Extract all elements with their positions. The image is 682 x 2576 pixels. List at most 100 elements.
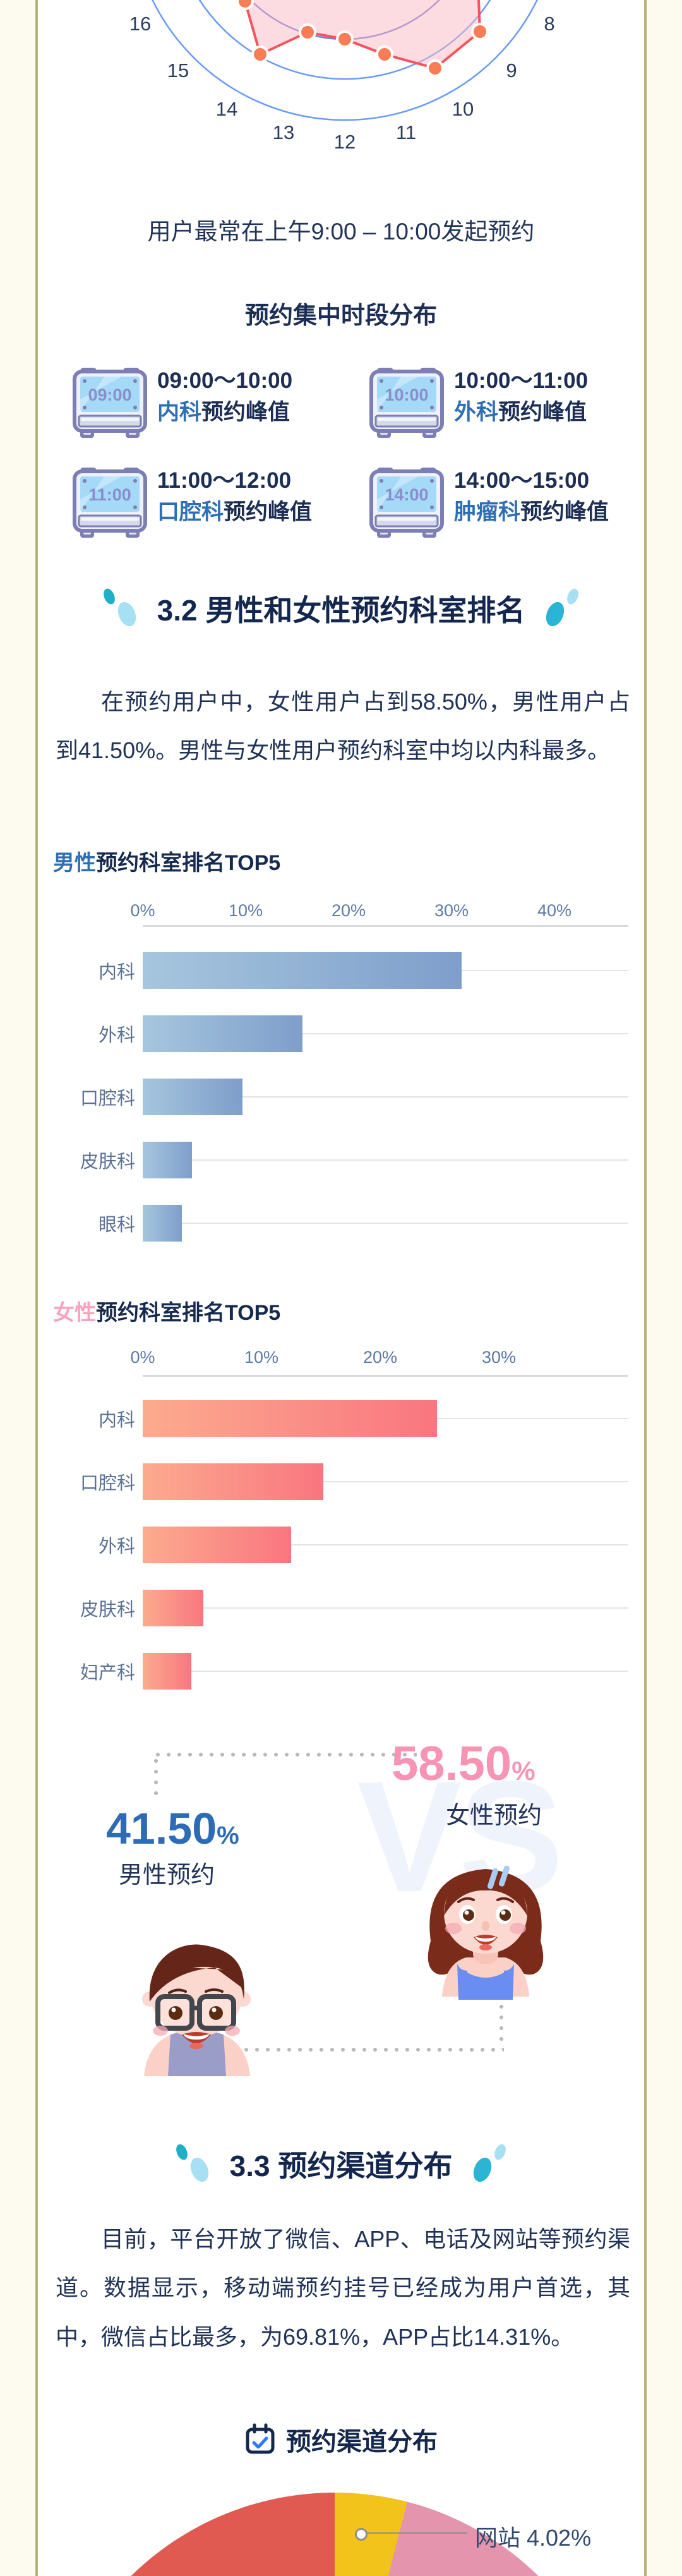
dotted-connector bbox=[222, 2047, 504, 2052]
svg-text:11:00: 11:00 bbox=[88, 485, 131, 504]
bar-category-label: 口腔科 bbox=[80, 1473, 135, 1494]
gridline bbox=[143, 1223, 628, 1224]
bar bbox=[143, 1079, 242, 1115]
bar-track bbox=[143, 1450, 628, 1513]
radar-ring bbox=[152, 0, 538, 121]
peak-dept-line: 外科预约峰值 bbox=[454, 400, 587, 425]
peak-card-zhongliuke: 14:00 14:00～15:00 肿瘤科预约峰值 bbox=[369, 464, 635, 543]
bar-category-label: 外科 bbox=[98, 1025, 135, 1046]
bar-track bbox=[143, 1002, 628, 1065]
bar bbox=[143, 1590, 203, 1626]
leaf-decoration-icon bbox=[103, 588, 136, 627]
bar-row: 口腔科 bbox=[51, 1450, 628, 1513]
alarm-clock-icon: 11:00 bbox=[73, 468, 147, 538]
radar-data-point bbox=[376, 45, 393, 63]
peak-card-waike: 10:00 10:00～11:00 外科预约峰值 bbox=[369, 364, 635, 443]
peak-range: 10:00～11:00 bbox=[454, 368, 589, 393]
alarm-clock-icon: 10:00 bbox=[369, 368, 444, 438]
male-chart-axis-line bbox=[143, 925, 628, 927]
axis-tick-label: 30% bbox=[481, 1348, 517, 1367]
clock-radar-chart: 16 15 14 13 12 11 10 9 8 bbox=[0, 0, 682, 196]
radar-data-point bbox=[236, 0, 254, 10]
leaf-decoration-icon bbox=[546, 588, 579, 627]
bar-category-label: 内科 bbox=[98, 1410, 135, 1430]
alarm-clock-icon: 14:00 bbox=[369, 468, 444, 538]
male-chart-subtitle: 男性预约科室排名TOP5 bbox=[53, 851, 281, 875]
gridline bbox=[143, 1481, 628, 1482]
radar-hour-label: 8 bbox=[544, 13, 554, 35]
radar-caption: 用户最常在上午9:00 – 10:00发起预约 bbox=[147, 219, 535, 245]
bar-category-label: 皮肤科 bbox=[80, 1152, 135, 1172]
leaf-decoration-icon bbox=[474, 2144, 506, 2182]
svg-text:10:00: 10:00 bbox=[385, 385, 428, 404]
section-32-title-row: 3.2 男性和女性预约科室排名 bbox=[38, 586, 644, 631]
pie-callout-line bbox=[366, 2532, 467, 2534]
dotted-connector bbox=[499, 2004, 504, 2048]
female-chart-axis-line bbox=[143, 1375, 628, 1377]
axis-tick-label: 40% bbox=[537, 901, 572, 920]
peak-range: 11:00～12:00 bbox=[157, 468, 292, 493]
radar-data-point bbox=[426, 59, 444, 77]
bar-track bbox=[143, 1128, 628, 1192]
section-33-title: 3.3 预约渠道分布 bbox=[229, 2150, 453, 2182]
gridline bbox=[143, 1607, 628, 1609]
axis-tick-label: 20% bbox=[331, 901, 366, 920]
page-left-margin bbox=[0, 0, 38, 2576]
radar-data-point bbox=[299, 23, 316, 41]
axis-tick-label: 10% bbox=[228, 901, 263, 920]
peak-dept-line: 肿瘤科预约峰值 bbox=[454, 500, 609, 524]
female-chart-bars: 内科口腔科外科皮肤科妇产科 bbox=[51, 1387, 628, 1703]
bar-track bbox=[143, 939, 628, 1002]
bar-category-label: 眼科 bbox=[98, 1215, 135, 1235]
svg-text:09:00: 09:00 bbox=[88, 385, 131, 404]
dotted-connector bbox=[155, 1752, 417, 1757]
axis-tick-label: 0% bbox=[130, 1348, 155, 1367]
bar-category-label: 妇产科 bbox=[80, 1663, 135, 1683]
bar-category-label: 口腔科 bbox=[80, 1089, 135, 1109]
gridline bbox=[143, 1671, 628, 1672]
female-stat-label: 女性预约 bbox=[446, 1803, 542, 1829]
pie-callout-label: 网站 4.02% bbox=[475, 2525, 592, 2551]
male-stat-value: 41.50% bbox=[106, 1804, 239, 1853]
radar-hour-label: 16 bbox=[129, 13, 151, 35]
pie-chart-title: 预约渠道分布 bbox=[286, 2428, 438, 2456]
radar-area bbox=[244, 0, 480, 68]
bar-row: 外科 bbox=[51, 1513, 628, 1576]
peak-range: 09:00～10:00 bbox=[157, 368, 293, 393]
peak-heading: 预约集中时段分布 bbox=[244, 303, 437, 329]
radar-data-point bbox=[251, 45, 269, 63]
bar-track bbox=[143, 1576, 628, 1640]
bar-row: 皮肤科 bbox=[51, 1576, 628, 1640]
male-stat-label: 男性预约 bbox=[119, 1862, 215, 1889]
alarm-clock-icon: 09:00 bbox=[73, 368, 147, 438]
radar-hour-label: 9 bbox=[506, 59, 517, 82]
bar bbox=[143, 1015, 302, 1052]
peak-card-neike: 09:00 09:00～10:00 内科预约峰值 bbox=[73, 364, 338, 443]
gridline bbox=[143, 1033, 628, 1034]
radar-data-point bbox=[471, 23, 489, 40]
peak-dept-line: 口腔科预约峰值 bbox=[157, 500, 313, 524]
axis-tick-label: 0% bbox=[130, 901, 155, 920]
bar-track bbox=[143, 1387, 628, 1450]
radar-hour-label: 10 bbox=[452, 98, 474, 120]
axis-tick-label: 30% bbox=[434, 901, 469, 920]
bar-row: 皮肤科 bbox=[51, 1128, 628, 1192]
peak-card-kouqiangke: 11:00 11:00～12:00 口腔科预约峰值 bbox=[73, 464, 338, 543]
clock-radar-svg: 16 15 14 13 12 11 10 9 8 bbox=[129, 0, 555, 153]
bar bbox=[143, 1527, 291, 1563]
female-stat-value: 58.50% bbox=[392, 1737, 535, 1791]
calendar-check-icon bbox=[246, 2423, 275, 2454]
bar-row: 妇产科 bbox=[51, 1640, 628, 1703]
gridline bbox=[143, 1544, 628, 1545]
radar-hour-label: 11 bbox=[396, 121, 416, 143]
peak-range: 14:00～15:00 bbox=[454, 468, 590, 493]
bar-row: 外科 bbox=[51, 1002, 628, 1065]
gridline bbox=[143, 1096, 628, 1098]
bar-track bbox=[143, 1065, 628, 1128]
axis-tick-label: 10% bbox=[244, 1348, 279, 1367]
axis-tick-label: 20% bbox=[362, 1348, 398, 1367]
pie-callout-marker bbox=[355, 2528, 368, 2541]
section-33-paragraph: 目前，平台开放了微信、APP、电话及网站等预约渠道。数据显示，移动端预约挂号已经… bbox=[56, 2226, 630, 2350]
bar-category-label: 皮肤科 bbox=[80, 1600, 135, 1620]
